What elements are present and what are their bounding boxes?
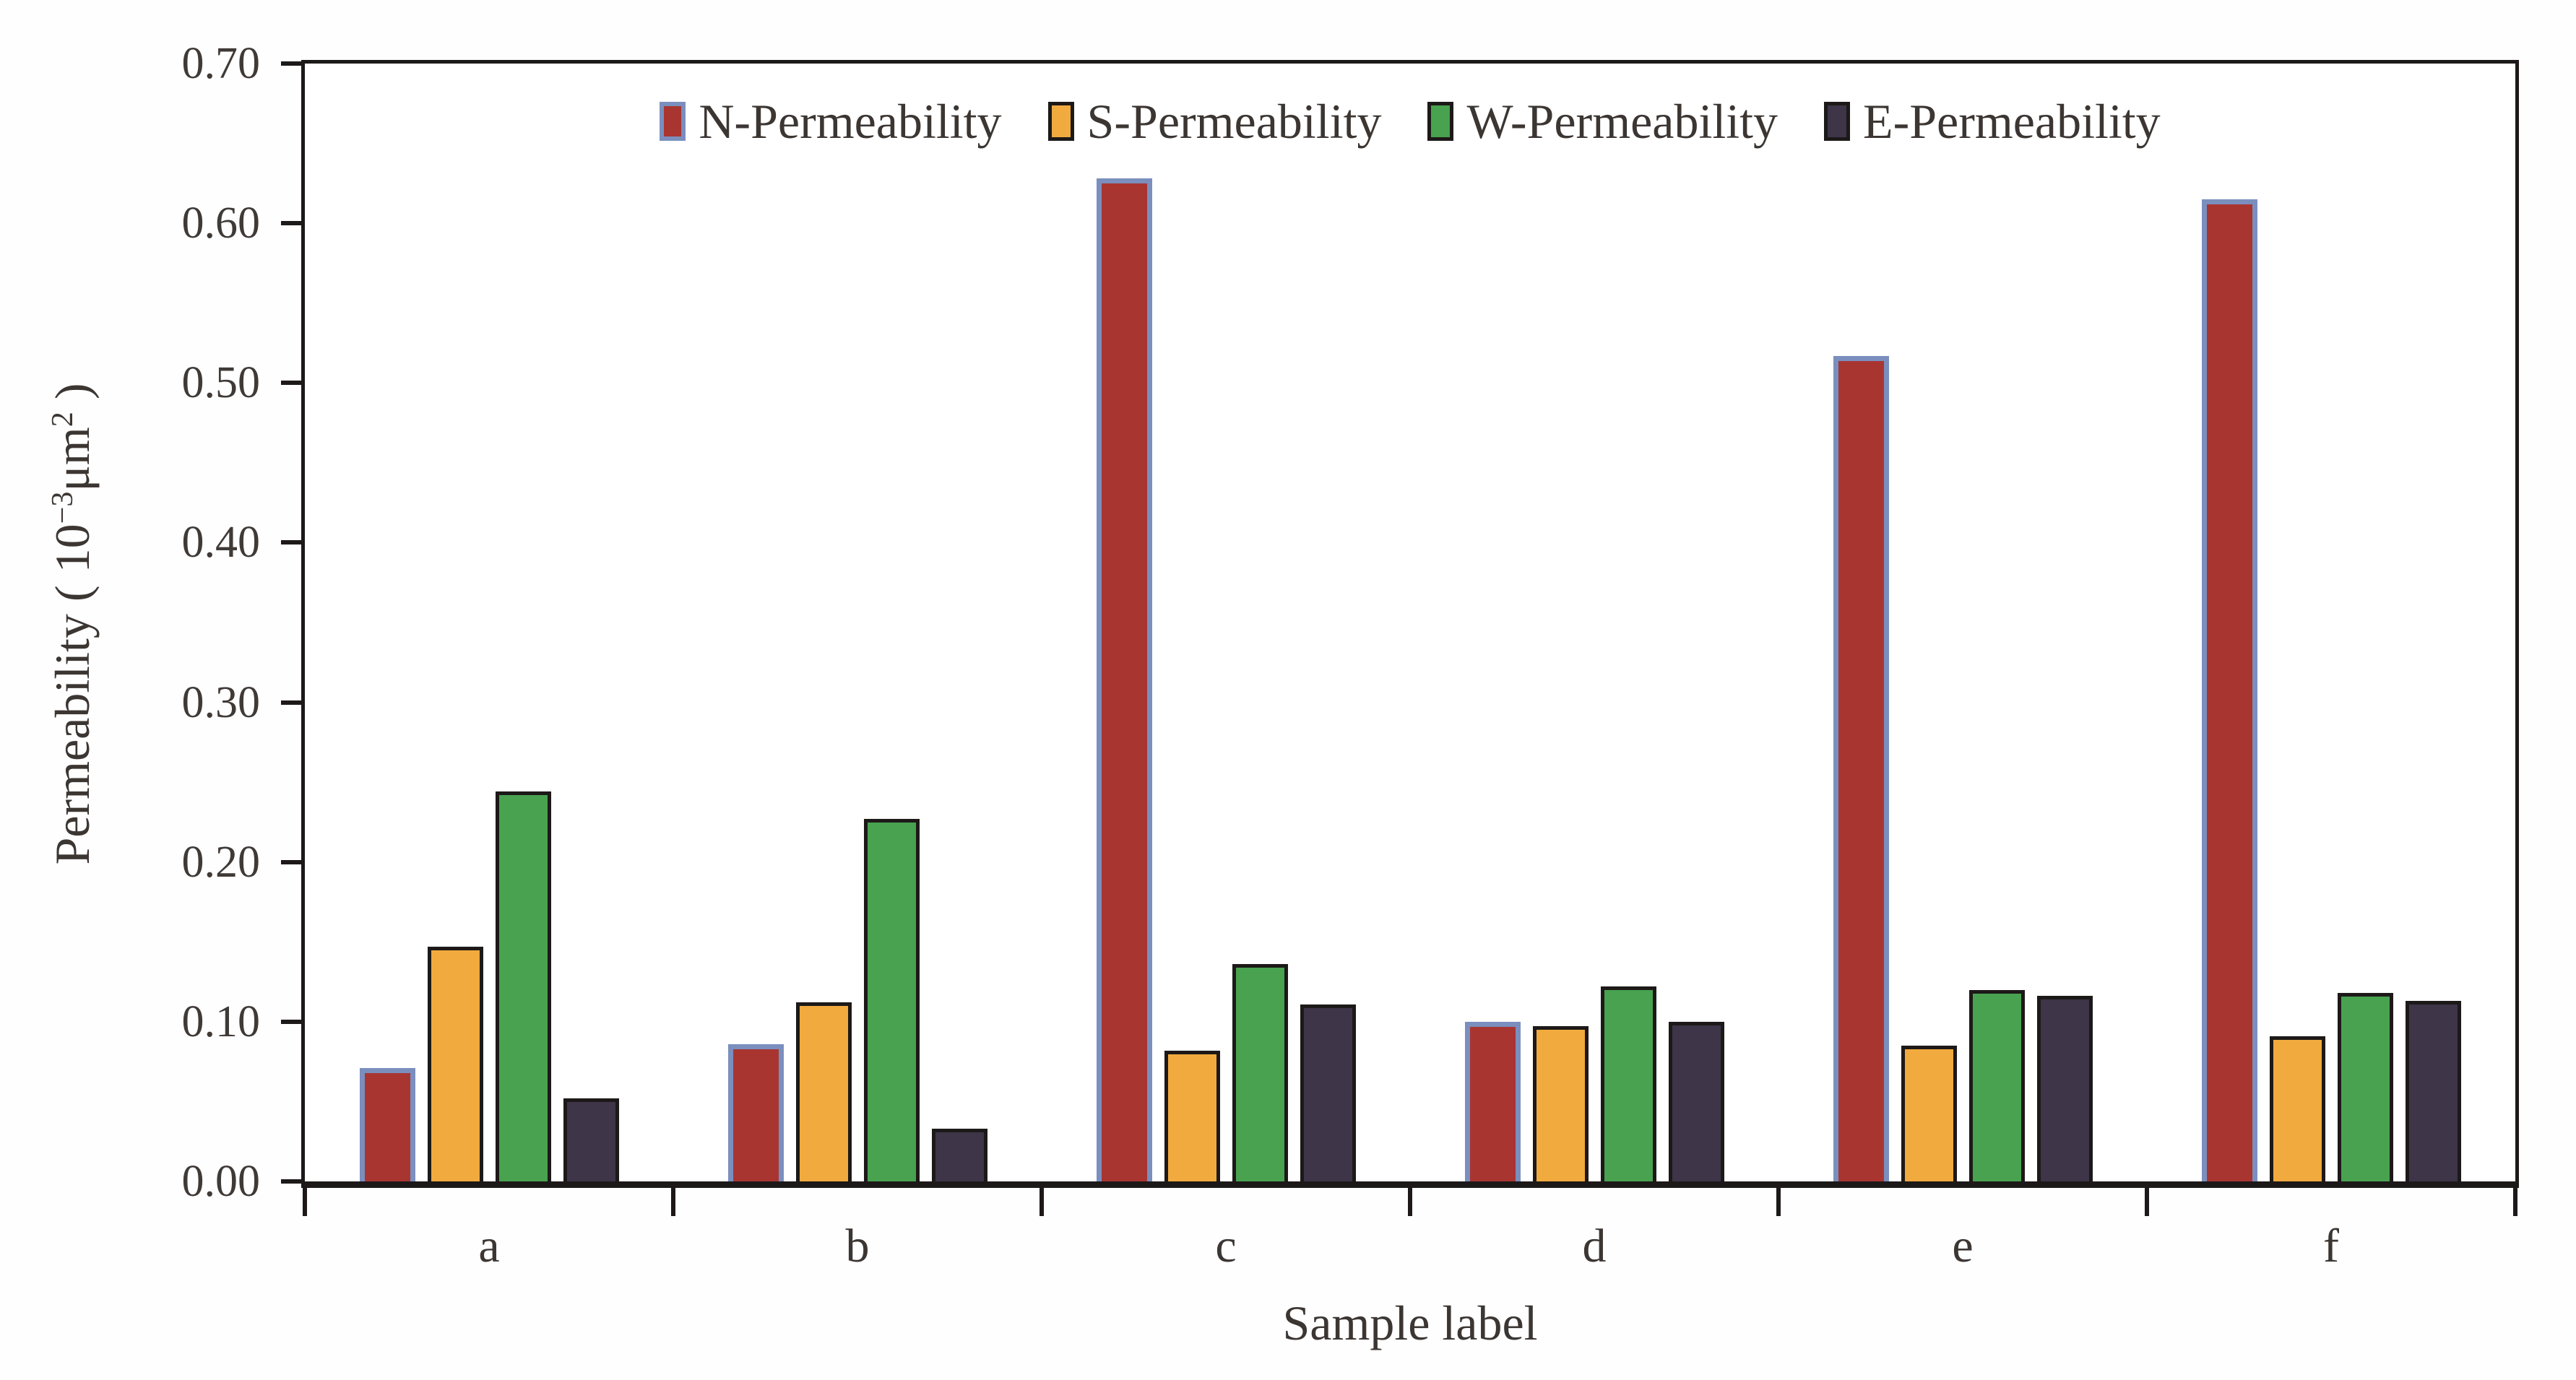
bar-b-e-permeability — [931, 1129, 987, 1181]
legend-item-w-permeability: W-Permeability — [1427, 97, 1778, 146]
y-axis-tick-label: 0.10 — [181, 997, 261, 1046]
legend-item-label: N-Permeability — [699, 94, 1002, 149]
bar-d-n-permeability — [1464, 1022, 1521, 1181]
x-axis-tick-mark — [303, 1181, 307, 1216]
legend-item-label: S-Permeability — [1086, 94, 1382, 149]
y-axis-tick-label: 0.40 — [181, 518, 261, 568]
y-axis-tick-label: 0.00 — [181, 1157, 261, 1206]
bar-f-w-permeability — [2337, 993, 2393, 1181]
legend-swatch-icon — [1047, 102, 1074, 141]
bar-c-n-permeability — [1096, 178, 1152, 1181]
bar-d-e-permeability — [1668, 1022, 1724, 1181]
x-category-label-d: d — [1582, 1220, 1607, 1272]
x-category-label-a: a — [478, 1220, 500, 1272]
y-axis-tick-label: 0.30 — [181, 677, 261, 727]
legend-item-s-permeability: S-Permeability — [1047, 94, 1382, 149]
x-axis-tick-mark — [2513, 1181, 2517, 1216]
y-axis-title-unit-exponent: 2 — [45, 412, 79, 428]
bar-c-e-permeability — [1300, 1004, 1356, 1181]
legend-swatch-icon — [660, 102, 686, 141]
bar-e-s-permeability — [1901, 1046, 1957, 1181]
x-category-label-e: e — [1952, 1220, 1974, 1272]
y-axis-tick-mark — [281, 1179, 301, 1184]
x-category-label-f: f — [2323, 1220, 2339, 1272]
y-axis-tick-mark — [281, 381, 301, 386]
bar-a-e-permeability — [563, 1098, 619, 1181]
bar-c-w-permeability — [1232, 964, 1288, 1181]
x-axis-tick-mark — [671, 1181, 675, 1216]
y-axis-title: Permeability ( 10−3μm2 ) — [45, 383, 100, 865]
bar-b-w-permeability — [863, 819, 920, 1181]
x-category-label-c: c — [1215, 1220, 1237, 1272]
x-axis-tick-mark — [1408, 1181, 1412, 1216]
bar-a-s-permeability — [427, 947, 483, 1181]
bar-e-n-permeability — [1833, 356, 1889, 1181]
legend-item-label: W-Permeability — [1466, 94, 1778, 149]
y-axis-title-exponent: −3 — [45, 491, 79, 524]
y-axis-tick-mark — [281, 700, 301, 705]
plot-area: N-Permeability S-Permeability W-Permeabili… — [301, 60, 2519, 1188]
bar-d-s-permeability — [1532, 1026, 1589, 1181]
legend-item-e-permeability: E-Permeability — [1824, 97, 2161, 146]
bar-b-n-permeability — [727, 1044, 784, 1181]
y-axis-tick-label: 0.20 — [181, 837, 261, 887]
bar-a-w-permeability — [495, 791, 551, 1181]
bar-f-s-permeability — [2269, 1036, 2325, 1181]
x-category-label-b: b — [845, 1220, 870, 1272]
legend-item-n-permeability: N-Permeability — [660, 94, 1002, 149]
y-axis-title-suffix: ) — [45, 383, 100, 412]
bar-a-n-permeability — [359, 1068, 415, 1181]
x-axis-title: Sample label — [1282, 1296, 1538, 1350]
y-axis-tick-mark — [281, 859, 301, 864]
bar-f-n-permeability — [2201, 199, 2257, 1181]
bar-e-w-permeability — [1968, 990, 2025, 1181]
legend-swatch-icon — [1824, 102, 1851, 141]
y-axis-tick-mark — [281, 61, 301, 66]
y-axis-tick-label: 0.70 — [181, 39, 261, 88]
y-axis-title-prefix: Permeability ( 10 — [45, 524, 100, 865]
bar-e-e-permeability — [2036, 996, 2093, 1181]
bar-f-e-permeability — [2405, 1001, 2461, 1181]
legend-swatch-icon — [1427, 102, 1454, 141]
y-axis-tick-mark — [281, 221, 301, 226]
bar-d-w-permeability — [1600, 986, 1656, 1181]
x-axis-tick-mark — [1040, 1181, 1044, 1216]
bar-b-s-permeability — [795, 1002, 852, 1181]
y-axis-tick-label: 0.60 — [181, 199, 261, 248]
legend-item-label: E-Permeability — [1863, 94, 2161, 149]
y-axis-tick-mark — [281, 1019, 301, 1024]
y-axis-tick-mark — [281, 540, 301, 545]
y-axis-title-unit: μm — [45, 427, 100, 492]
legend: N-Permeability S-Permeability W-Permeabili… — [305, 97, 2515, 146]
bar-c-s-permeability — [1164, 1051, 1220, 1181]
x-axis-tick-mark — [1776, 1181, 1781, 1216]
y-axis-tick-label: 0.50 — [181, 358, 261, 408]
x-axis-tick-mark — [2145, 1181, 2149, 1216]
